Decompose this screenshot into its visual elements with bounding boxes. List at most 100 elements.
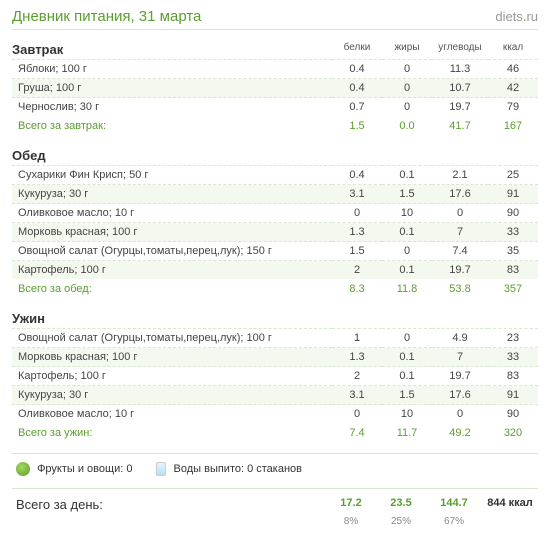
water-icon xyxy=(156,462,166,476)
table-row: Яблоки; 100 г0.4011.346 xyxy=(12,60,538,79)
water-label: Воды выпито: 0 стаканов xyxy=(174,463,303,475)
cell-carbs: 0 xyxy=(432,405,488,424)
cell-fat: 0.1 xyxy=(382,261,432,280)
day-fat: 23.5 xyxy=(376,497,426,512)
cell-carbs: 11.3 xyxy=(432,60,488,79)
cell-fat: 0 xyxy=(382,329,432,348)
table-row: Груша; 100 г0.4010.742 xyxy=(12,79,538,98)
day-fat-pct: 25% xyxy=(376,516,426,527)
table-row: Оливковое масло; 10 г010090 xyxy=(12,405,538,424)
cell-protein: 1.3 xyxy=(332,348,382,367)
food-name: Картофель; 100 г xyxy=(12,367,332,386)
col-fat: жиры xyxy=(382,36,432,60)
cell-protein: 0.4 xyxy=(332,60,382,79)
food-name: Чернослив; 30 г xyxy=(12,98,332,117)
day-carbs-pct: 67% xyxy=(426,516,482,527)
cell-protein: 1.5 xyxy=(332,242,382,261)
table-row: Морковь красная; 100 г1.30.1733 xyxy=(12,223,538,242)
food-name: Картофель; 100 г xyxy=(12,261,332,280)
cell-carbs: 17.6 xyxy=(432,386,488,405)
table-row: Сухарики Фин Крисп; 50 г0.40.12.125 xyxy=(12,166,538,185)
food-name: Морковь красная; 100 г xyxy=(12,348,332,367)
cell-fat: 0.1 xyxy=(382,367,432,386)
table-row: Морковь красная; 100 г1.30.1733 xyxy=(12,348,538,367)
meal-total-fat: 11.8 xyxy=(382,279,432,305)
food-name: Овощной салат (Огурцы,томаты,перец,лук);… xyxy=(12,329,332,348)
cell-protein: 3.1 xyxy=(332,386,382,405)
meal-total-label: Всего за ужин: xyxy=(12,423,332,449)
cell-carbs: 4.9 xyxy=(432,329,488,348)
cell-kcal: 23 xyxy=(488,329,538,348)
food-name: Оливковое масло; 10 г xyxy=(12,405,332,424)
cell-protein: 0.7 xyxy=(332,98,382,117)
meal-header: Завтрак xyxy=(12,36,332,60)
cell-carbs: 7 xyxy=(432,348,488,367)
col-kcal: ккал xyxy=(488,36,538,60)
col-protein: белки xyxy=(332,36,382,60)
day-carbs: 144.7 xyxy=(426,497,482,512)
cell-kcal: 91 xyxy=(488,386,538,405)
cell-protein: 0 xyxy=(332,204,382,223)
cell-carbs: 2.1 xyxy=(432,166,488,185)
apple-icon xyxy=(16,462,30,476)
cell-protein: 0.4 xyxy=(332,166,382,185)
fruits-stat: Фрукты и овощи: 0 xyxy=(16,462,132,476)
meal-total-kcal: 357 xyxy=(488,279,538,305)
cell-kcal: 79 xyxy=(488,98,538,117)
food-name: Овощной салат (Огурцы,томаты,перец,лук);… xyxy=(12,242,332,261)
col-carbs: углеводы xyxy=(432,36,488,60)
meal-header: Ужин xyxy=(12,305,332,329)
table-row: Оливковое масло; 10 г010090 xyxy=(12,204,538,223)
cell-carbs: 19.7 xyxy=(432,98,488,117)
cell-carbs: 17.6 xyxy=(432,185,488,204)
meal-total-protein: 8.3 xyxy=(332,279,382,305)
day-protein-pct: 8% xyxy=(326,516,376,527)
cell-carbs: 19.7 xyxy=(432,367,488,386)
cell-carbs: 7.4 xyxy=(432,242,488,261)
cell-kcal: 33 xyxy=(488,348,538,367)
cell-fat: 0.1 xyxy=(382,348,432,367)
footer-stats: Фрукты и овощи: 0 Воды выпито: 0 стакано… xyxy=(12,453,538,484)
food-name: Кукуруза; 30 г xyxy=(12,185,332,204)
cell-protein: 2 xyxy=(332,367,382,386)
meal-total-row: Всего за ужин:7.411.749.2320 xyxy=(12,423,538,449)
cell-fat: 1.5 xyxy=(382,386,432,405)
cell-kcal: 25 xyxy=(488,166,538,185)
cell-protein: 3.1 xyxy=(332,185,382,204)
cell-carbs: 0 xyxy=(432,204,488,223)
table-row: Картофель; 100 г20.119.783 xyxy=(12,261,538,280)
cell-fat: 0.1 xyxy=(382,166,432,185)
cell-kcal: 90 xyxy=(488,405,538,424)
cell-protein: 1.3 xyxy=(332,223,382,242)
day-total-label: Всего за день: xyxy=(12,497,326,512)
site-logo[interactable]: diets.ru xyxy=(495,9,538,24)
cell-fat: 10 xyxy=(382,405,432,424)
cell-fat: 0.1 xyxy=(382,223,432,242)
day-total: Всего за день: 17.2 23.5 144.7 844 ккал … xyxy=(12,488,538,527)
cell-kcal: 46 xyxy=(488,60,538,79)
cell-kcal: 33 xyxy=(488,223,538,242)
meal-total-kcal: 167 xyxy=(488,116,538,142)
table-row: Картофель; 100 г20.119.783 xyxy=(12,367,538,386)
food-name: Сухарики Фин Крисп; 50 г xyxy=(12,166,332,185)
cell-fat: 0 xyxy=(382,98,432,117)
table-row: Кукуруза; 30 г3.11.517.691 xyxy=(12,386,538,405)
meal-total-row: Всего за обед:8.311.853.8357 xyxy=(12,279,538,305)
cell-kcal: 83 xyxy=(488,261,538,280)
nutrition-table: ЗавтракбелкижирыуглеводыккалЯблоки; 100 … xyxy=(12,36,538,449)
cell-kcal: 83 xyxy=(488,367,538,386)
cell-kcal: 42 xyxy=(488,79,538,98)
cell-fat: 0 xyxy=(382,60,432,79)
meal-total-row: Всего за завтрак:1.50.041.7167 xyxy=(12,116,538,142)
cell-kcal: 90 xyxy=(488,204,538,223)
cell-carbs: 19.7 xyxy=(432,261,488,280)
meal-total-fat: 11.7 xyxy=(382,423,432,449)
meal-total-carbs: 49.2 xyxy=(432,423,488,449)
cell-kcal: 35 xyxy=(488,242,538,261)
meal-total-label: Всего за завтрак: xyxy=(12,116,332,142)
cell-protein: 0 xyxy=(332,405,382,424)
food-name: Груша; 100 г xyxy=(12,79,332,98)
cell-kcal: 91 xyxy=(488,185,538,204)
food-name: Морковь красная; 100 г xyxy=(12,223,332,242)
logo-text-pre: diets xyxy=(495,9,522,24)
